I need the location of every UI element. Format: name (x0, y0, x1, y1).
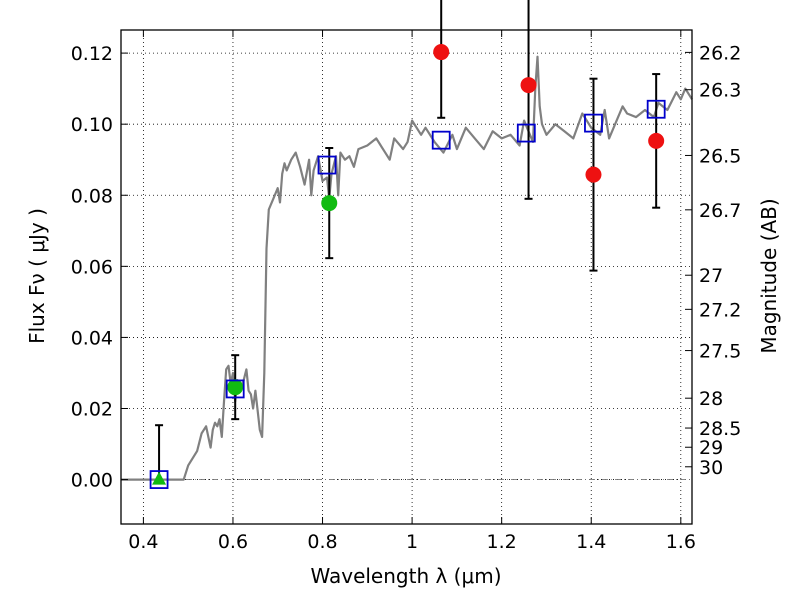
observed-point (585, 166, 602, 183)
x-tick-label: 1.4 (576, 531, 606, 553)
y2-tick-label: 26.5 (699, 145, 741, 167)
x-tick-label: 1.2 (487, 531, 517, 553)
y2-tick-label: 30 (699, 457, 723, 479)
observed-point (520, 77, 537, 94)
y2-tick-label: 26.3 (699, 80, 741, 102)
error-bars (155, 0, 661, 480)
y2-tick-label: 28.5 (699, 418, 741, 440)
y-tick-label: 0.12 (71, 43, 113, 65)
axes: 0.4 0.6 0.8 1 1.2 1.4 1.6 0.00 0.02 0.04 0.06 0.08 0… (71, 29, 741, 553)
y-tick-label: 0.10 (71, 114, 113, 136)
x-tick-label: 1.6 (666, 531, 696, 553)
y2-tick-label: 26.2 (699, 42, 741, 64)
x-tick-label: 1 (406, 531, 418, 553)
model-point (317, 155, 337, 175)
model-point (646, 99, 666, 119)
model-point (149, 470, 169, 489)
y2-axis-label: Magnitude (AB) (757, 198, 781, 353)
model-point (225, 379, 245, 399)
y2-tick-label: 27.2 (699, 299, 741, 321)
model-point (516, 123, 536, 143)
x-tick-label: 0.4 (128, 531, 158, 553)
grid-lines (121, 30, 692, 524)
upper-limit-point (152, 471, 167, 485)
y-tick-label: 0.02 (71, 398, 113, 420)
y2-tick-label: 29 (699, 437, 723, 459)
spectrum-line (121, 55, 693, 481)
observed-point (433, 44, 450, 61)
model-point (584, 113, 603, 133)
x-tick-label: 0.8 (307, 531, 337, 553)
data-markers (149, 44, 666, 489)
y-tick-label: 0.06 (71, 256, 113, 278)
model-point (431, 130, 451, 150)
x-tick-label: 0.6 (218, 531, 248, 553)
y2-tick-label: 27.5 (699, 341, 741, 363)
y2-tick-label: 27 (699, 265, 723, 287)
observed-point (227, 379, 244, 396)
plot-frame (120, 29, 693, 525)
y-tick-label: 0.04 (71, 327, 113, 349)
y-tick-label: 0.00 (71, 470, 113, 492)
y2-tick-label: 28 (699, 388, 723, 410)
y-axis-label: Flux Fν ( μJy ) (25, 208, 49, 344)
x-axis-label: Wavelength λ (μm) (310, 564, 501, 588)
y2-tick-label: 26.7 (699, 200, 741, 222)
y-tick-label: 0.08 (71, 185, 113, 207)
model-spectrum (121, 55, 693, 481)
observed-point (648, 132, 665, 149)
observed-point (321, 195, 338, 212)
